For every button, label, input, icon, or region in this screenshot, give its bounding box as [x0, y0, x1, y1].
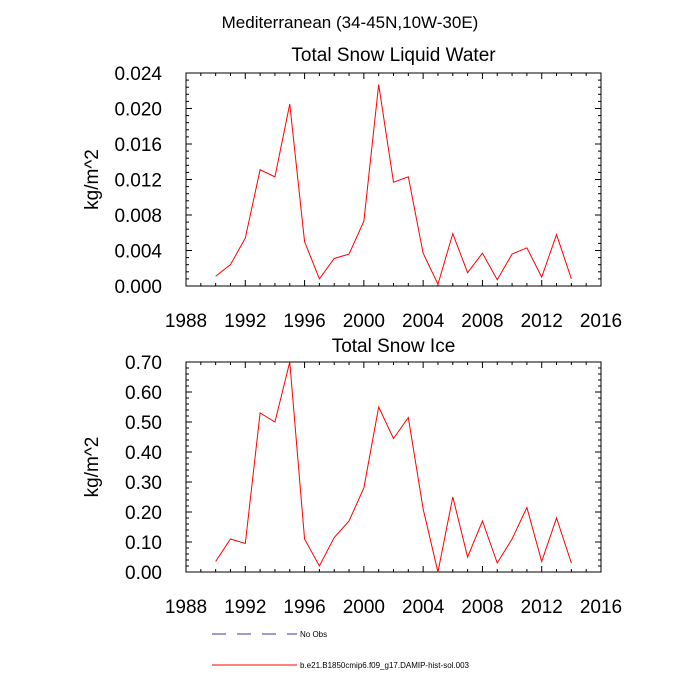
legend-label-no-obs: No Obs [300, 630, 327, 639]
y-tick-label: 0.70 [125, 353, 162, 374]
legend: No Obs b.e21.B1850cmip6.f09_g17.DAMIP-hi… [212, 630, 470, 670]
y-tick-label: 0.50 [125, 413, 162, 434]
y-tick-label: 0.000 [114, 277, 162, 298]
y-tick-label: 0.00 [125, 563, 162, 584]
panel-1: Total Snow Liquid Water 1988 1992 1996 2000 2… [82, 45, 622, 332]
y-tick-label: 0.30 [125, 473, 162, 494]
figure-title: Mediterranean (34-45N,10W-30E) [222, 13, 479, 32]
x-tick-label: 2012 [521, 597, 563, 618]
plot-frame [185, 361, 602, 573]
y-tick-label: 0.004 [114, 242, 162, 263]
x-tick-label: 1988 [165, 311, 207, 332]
y-axis-label: kg/m^2 [82, 437, 103, 498]
x-tick-label: 2000 [343, 597, 385, 618]
x-tick-label: 2008 [461, 597, 503, 618]
panel-2: Total Snow Ice 1988 1992 1996 2000 2004 2008 20… [82, 336, 622, 618]
x-tick-label: 2012 [521, 311, 563, 332]
x-tick-label: 2004 [402, 597, 445, 618]
x-tick-label: 2000 [343, 311, 385, 332]
y-tick-label: 0.10 [125, 533, 162, 554]
x-tick-label: 2004 [402, 311, 445, 332]
y-tick-label: 0.40 [125, 443, 162, 464]
x-tick-label: 1992 [224, 597, 266, 618]
y-tick-label: 0.008 [114, 206, 162, 227]
y-axis-label: kg/m^2 [82, 149, 103, 210]
y-tick-label: 0.016 [114, 135, 162, 156]
x-tick-label: 1992 [224, 311, 266, 332]
y-tick-label: 0.20 [125, 503, 162, 524]
series-line-1 [215, 84, 572, 286]
y-tick-label: 0.020 [114, 100, 162, 121]
y-tick-label: 0.012 [114, 171, 162, 192]
y-tick-label: 0.024 [114, 64, 162, 85]
chart-panels: Total Snow Liquid Water 1988 1992 1996 2000 2… [82, 45, 622, 618]
legend-label-model: b.e21.B1850cmip6.f09_g17.DAMIP-hist-sol.… [300, 661, 470, 670]
x-tick-label: 2016 [580, 597, 622, 618]
panel-title: Total Snow Ice [332, 336, 456, 357]
x-tick-label: 1996 [283, 311, 325, 332]
series-line-1 [215, 361, 572, 573]
x-tick-label: 2008 [461, 311, 503, 332]
y-tick-label: 0.60 [125, 383, 162, 404]
x-tick-label: 1996 [283, 597, 325, 618]
panel-title: Total Snow Liquid Water [291, 45, 496, 66]
x-tick-label: 2016 [580, 311, 622, 332]
x-tick-label: 1988 [165, 597, 207, 618]
